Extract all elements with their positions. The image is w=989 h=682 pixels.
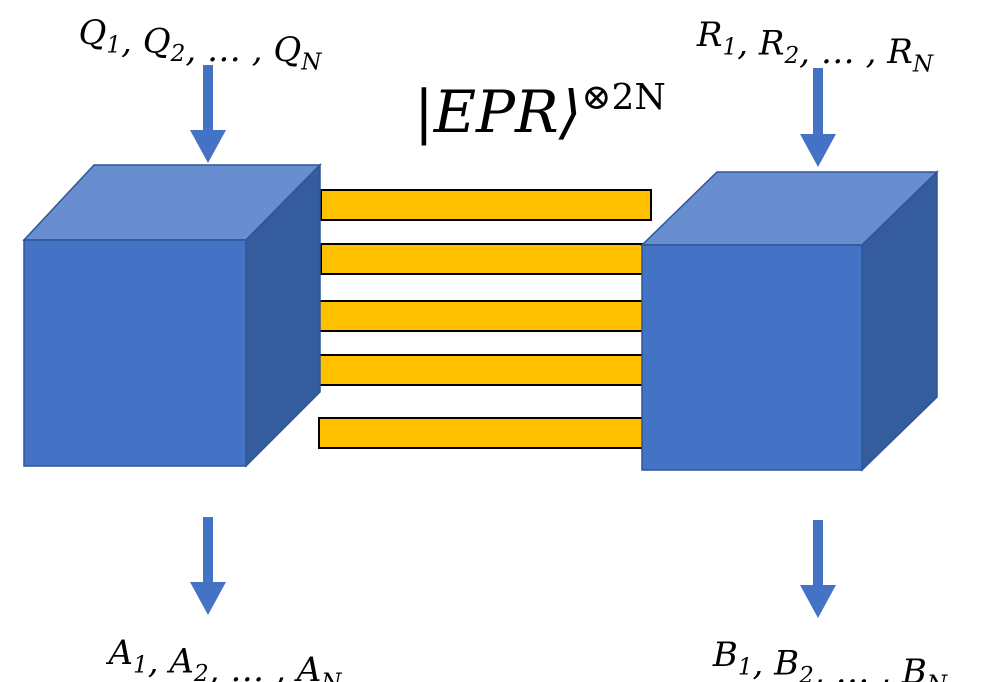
epr-bar xyxy=(319,355,649,385)
box-front xyxy=(24,240,246,466)
subscript: N xyxy=(300,50,322,76)
subscript: 2 xyxy=(193,661,209,682)
arrow xyxy=(800,520,836,618)
separator: , … , xyxy=(799,32,887,72)
epr-bar xyxy=(321,244,651,274)
subscript: N xyxy=(926,672,948,682)
symbol: B xyxy=(773,644,799,682)
pair-bars xyxy=(319,190,651,448)
label: A1, A2, … , AN xyxy=(106,633,343,682)
epr-bar xyxy=(319,301,649,331)
label: R1, R2, … , RN xyxy=(696,15,934,78)
subscript: 1 xyxy=(133,653,148,679)
state-label: |EPR⟩⊗2N xyxy=(414,77,666,146)
separator: , xyxy=(737,24,759,64)
superscript: ⊗2N xyxy=(581,77,665,118)
symbol: R xyxy=(758,24,785,64)
subscript: 2 xyxy=(170,41,186,67)
epr-bar xyxy=(321,190,651,220)
symbol: |EPR⟩ xyxy=(414,78,581,146)
left-box xyxy=(24,165,320,466)
separator: , xyxy=(121,22,143,62)
subscript: 1 xyxy=(738,655,753,681)
arrow xyxy=(190,517,226,615)
subscript: 2 xyxy=(783,43,799,69)
subscript: 1 xyxy=(106,33,121,59)
symbol: A xyxy=(294,650,322,682)
separator: , … , xyxy=(209,650,297,682)
arrow xyxy=(190,65,226,163)
label: Q1, Q2, … , QN xyxy=(79,13,323,76)
separator: , xyxy=(753,644,775,682)
separator: , … , xyxy=(814,652,902,682)
symbol: Q xyxy=(143,22,171,62)
separator: , xyxy=(148,642,170,682)
epr-bar xyxy=(319,418,649,448)
subscript: N xyxy=(320,670,342,682)
subscript: 1 xyxy=(723,35,738,61)
symbol: Q xyxy=(273,30,301,70)
label: B1, B2, … , BN xyxy=(712,635,948,682)
symbol: R xyxy=(696,15,723,55)
subscript: N xyxy=(912,52,934,78)
arrow xyxy=(800,68,836,167)
symbol: A xyxy=(106,633,134,673)
symbol: Q xyxy=(79,13,107,53)
symbol: R xyxy=(886,32,913,72)
subscript: 2 xyxy=(798,663,814,682)
box-front xyxy=(642,245,862,470)
right-box xyxy=(642,172,937,470)
diagram: Q1, Q2, … , QN R1, R2, … , RN A1, A2, … … xyxy=(0,0,989,682)
symbol: B xyxy=(712,635,738,675)
symbol: A xyxy=(166,642,194,682)
separator: , … , xyxy=(185,30,273,70)
symbol: B xyxy=(901,652,927,682)
